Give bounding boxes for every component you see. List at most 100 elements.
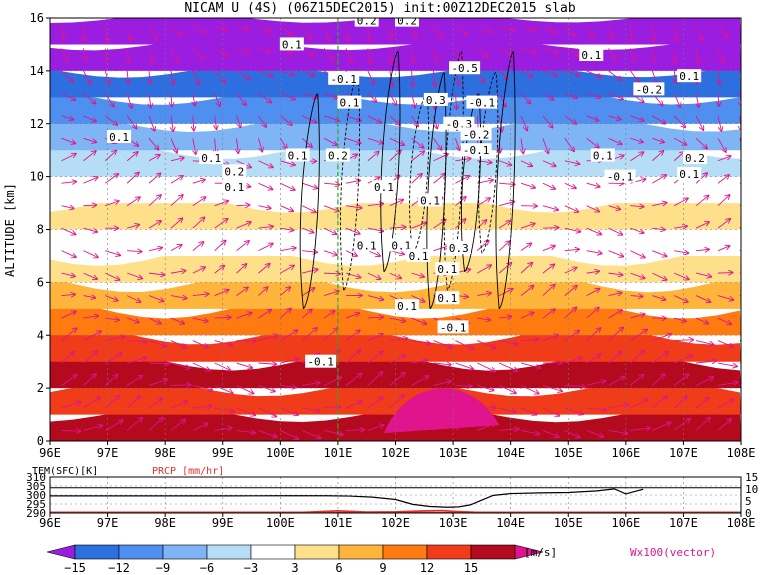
wind-arrow bbox=[630, 399, 647, 409]
wind-arrow bbox=[170, 245, 182, 252]
wind-arrow bbox=[83, 93, 95, 103]
wind-arrow bbox=[477, 25, 491, 32]
wind-arrow bbox=[192, 362, 210, 371]
wind-arrow bbox=[367, 317, 383, 318]
contour-label: 0.2 bbox=[395, 18, 420, 28]
wind-arrow bbox=[542, 182, 555, 189]
wind-arrow bbox=[630, 70, 639, 83]
wind-arrow bbox=[61, 227, 76, 234]
x-tick-label: 102E bbox=[381, 446, 410, 460]
svg-text:-0.1: -0.1 bbox=[330, 73, 357, 86]
x-tick-label: 105E bbox=[554, 446, 583, 460]
wind-arrow bbox=[586, 430, 604, 436]
colorbar-segment bbox=[250, 544, 296, 560]
wind-arrow bbox=[433, 48, 438, 61]
wind-arrow bbox=[83, 374, 96, 386]
wind-arrow bbox=[258, 335, 277, 341]
wind-arrow bbox=[83, 397, 100, 409]
wind-arrow bbox=[61, 273, 75, 276]
wind-arrow bbox=[170, 362, 190, 368]
wind-arrow bbox=[61, 375, 77, 386]
y-tick-label: 2 bbox=[37, 381, 44, 395]
wind-arrow bbox=[280, 115, 292, 125]
wind-arrow bbox=[695, 295, 710, 302]
wind-arrow bbox=[236, 93, 246, 105]
wind-arrow bbox=[542, 47, 558, 53]
wind-arrow bbox=[105, 174, 118, 184]
wind-arrow bbox=[586, 70, 602, 77]
wind-arrow bbox=[368, 25, 369, 40]
svg-text:0.2: 0.2 bbox=[224, 165, 244, 178]
wind-arrow bbox=[455, 340, 473, 350]
wind-arrow bbox=[367, 397, 383, 409]
wind-arrow bbox=[586, 182, 600, 187]
wind-arrow bbox=[652, 25, 653, 42]
temperature-tick-label: 290 bbox=[26, 507, 46, 520]
wind-arrow bbox=[411, 360, 428, 363]
wind-arrow bbox=[83, 115, 96, 122]
wind-arrow bbox=[61, 182, 77, 184]
surface-x-tick-label: 108E bbox=[727, 516, 756, 530]
wind-arrow bbox=[630, 92, 643, 102]
wind-arrow bbox=[476, 48, 487, 57]
wind-arrow bbox=[323, 311, 334, 319]
wind-arrow bbox=[302, 407, 320, 411]
temperature-line bbox=[50, 488, 644, 508]
wind-arrow bbox=[345, 330, 360, 341]
wind-arrow bbox=[170, 401, 187, 409]
wind-arrow bbox=[520, 223, 535, 229]
wind-arrow bbox=[498, 160, 511, 165]
contour-label: 0.1 bbox=[107, 129, 132, 144]
wind-arrow bbox=[542, 385, 562, 391]
colorbar-tick-label: 6 bbox=[335, 561, 342, 575]
temperature-tick-label: 310 bbox=[26, 471, 46, 484]
x-tick-label: 106E bbox=[611, 446, 640, 460]
y-tick-label: 12 bbox=[30, 117, 44, 131]
wind-arrow bbox=[673, 419, 690, 431]
wind-arrow bbox=[149, 93, 151, 107]
wind-arrow bbox=[455, 419, 471, 431]
y-tick-label: 10 bbox=[30, 170, 44, 184]
wind-arrow bbox=[608, 293, 622, 296]
wind-arrow bbox=[608, 48, 616, 59]
wind-arrow bbox=[564, 407, 583, 414]
precipitation-axis-label: PRCP [mm/hr] bbox=[152, 466, 224, 477]
wind-arrow bbox=[630, 428, 650, 430]
contour-label: 0.3 bbox=[446, 241, 471, 255]
wind-arrow bbox=[83, 48, 86, 60]
wind-arrow bbox=[192, 25, 205, 32]
wind-arrow bbox=[280, 287, 290, 296]
wind-arrow bbox=[389, 93, 396, 105]
wind-arrow bbox=[586, 308, 599, 319]
wind-arrow bbox=[280, 70, 294, 75]
wind-arrow bbox=[455, 197, 465, 207]
wind-arrow bbox=[367, 93, 376, 101]
wind-arrow bbox=[127, 341, 146, 343]
wind-arrow bbox=[476, 241, 488, 251]
wind-arrow bbox=[170, 271, 186, 273]
wind-arrow bbox=[542, 70, 557, 76]
colorbar-unit: [m/s] bbox=[524, 546, 557, 559]
wind-arrow bbox=[258, 206, 270, 209]
wind-arrow bbox=[280, 309, 291, 319]
wind-arrow bbox=[652, 175, 666, 184]
contour-label: 0.1 bbox=[435, 291, 460, 305]
precipitation-tick-label: 0 bbox=[745, 507, 752, 520]
wind-arrow bbox=[258, 407, 276, 417]
svg-text:0.1: 0.1 bbox=[339, 97, 359, 110]
wind-arrow bbox=[674, 340, 693, 341]
wind-arrow bbox=[61, 154, 76, 162]
wind-arrow bbox=[564, 138, 574, 151]
wind-arrow bbox=[739, 204, 741, 207]
wind-arrow bbox=[455, 362, 473, 369]
wind-arrow bbox=[608, 377, 625, 386]
wind-arrow bbox=[280, 92, 295, 99]
wind-arrow bbox=[411, 317, 427, 324]
wind-arrow bbox=[717, 273, 733, 274]
wind-arrow bbox=[652, 396, 667, 409]
wind-arrow bbox=[608, 115, 621, 120]
wind-arrow bbox=[455, 402, 473, 409]
wind-arrow bbox=[652, 151, 663, 162]
wind-arrow bbox=[302, 430, 320, 438]
wind-arrow bbox=[564, 430, 580, 437]
